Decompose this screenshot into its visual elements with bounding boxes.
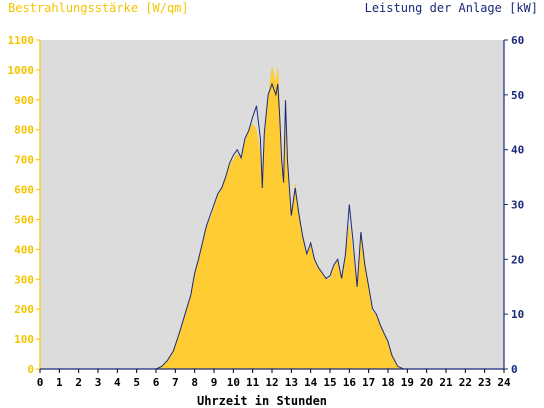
left-tick-label: 600 <box>14 184 34 197</box>
x-tick-label: 11 <box>246 376 260 389</box>
left-tick-label: 1100 <box>8 34 35 47</box>
x-tick-label: 2 <box>75 376 82 389</box>
x-tick-label: 6 <box>153 376 160 389</box>
right-tick-label: 30 <box>511 199 524 212</box>
x-tick-label: 24 <box>497 376 511 389</box>
x-tick-label: 4 <box>114 376 121 389</box>
x-tick-label: 14 <box>304 376 318 389</box>
x-tick-label: 5 <box>133 376 140 389</box>
left-tick-label: 700 <box>14 154 34 167</box>
x-tick-label: 23 <box>478 376 491 389</box>
right-axis-title: Leistung der Anlage [kW] <box>365 1 538 15</box>
left-tick-label: 800 <box>14 124 34 137</box>
left-tick-label: 1000 <box>8 64 35 77</box>
left-axis-title: Bestrahlungsstärke [W/qm] <box>8 1 189 15</box>
right-tick-label: 60 <box>511 34 524 47</box>
x-tick-label: 16 <box>343 376 357 389</box>
x-tick-label: 22 <box>459 376 472 389</box>
left-tick-label: 900 <box>14 94 34 107</box>
right-tick-label: 10 <box>511 308 524 321</box>
x-tick-label: 21 <box>439 376 453 389</box>
x-tick-label: 8 <box>191 376 198 389</box>
left-tick-label: 500 <box>14 213 34 226</box>
x-tick-label: 7 <box>172 376 179 389</box>
right-tick-label: 20 <box>511 253 524 266</box>
x-tick-label: 10 <box>227 376 240 389</box>
left-tick-label: 400 <box>14 243 34 256</box>
left-tick-label: 200 <box>14 303 34 316</box>
right-tick-label: 0 <box>511 363 518 376</box>
x-tick-label: 20 <box>420 376 433 389</box>
x-tick-label: 13 <box>285 376 298 389</box>
left-tick-label: 300 <box>14 273 34 286</box>
x-tick-label: 15 <box>323 376 336 389</box>
left-tick-label: 0 <box>27 363 34 376</box>
x-axis-title: Uhrzeit in Stunden <box>197 394 327 408</box>
x-tick-label: 1 <box>56 376 63 389</box>
right-tick-label: 40 <box>511 144 524 157</box>
x-tick-label: 0 <box>37 376 44 389</box>
right-tick-label: 50 <box>511 89 524 102</box>
x-tick-label: 3 <box>95 376 102 389</box>
x-tick-label: 12 <box>265 376 278 389</box>
x-tick-label: 19 <box>401 376 414 389</box>
left-tick-label: 100 <box>14 333 34 346</box>
x-tick-label: 9 <box>211 376 218 389</box>
x-tick-label: 17 <box>362 376 375 389</box>
x-tick-label: 18 <box>381 376 394 389</box>
power-line <box>40 82 504 370</box>
